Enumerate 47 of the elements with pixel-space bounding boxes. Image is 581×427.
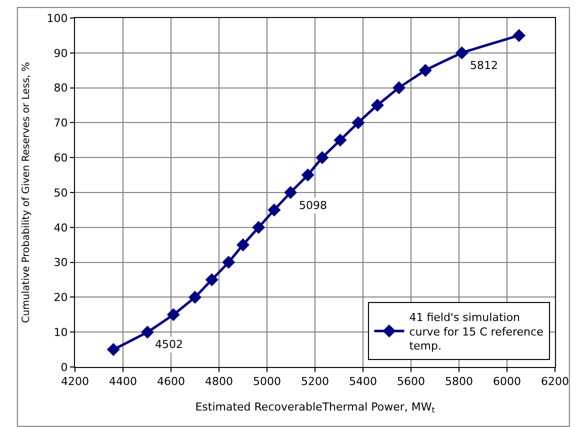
x-tick-label: 5800 xyxy=(445,375,473,388)
x-tick-label: 6200 xyxy=(541,375,569,388)
point xyxy=(418,64,432,77)
y-tick-label: 90 xyxy=(54,46,68,60)
y-tick-label: 40 xyxy=(54,221,68,234)
point xyxy=(205,273,218,286)
annotation: 5098 xyxy=(299,199,327,212)
y-tick-label: 60 xyxy=(54,151,68,164)
point xyxy=(352,116,365,130)
point xyxy=(316,151,329,164)
point xyxy=(392,81,406,94)
point xyxy=(301,168,314,182)
x-axis-title: Estimated RecoverableThermal Power, MW$_{t}$ xyxy=(195,400,435,415)
point xyxy=(284,186,298,199)
point xyxy=(370,98,384,112)
x-tick-label: 5000 xyxy=(253,375,281,388)
point xyxy=(140,326,154,339)
point xyxy=(268,203,281,216)
y-tick-label: 10 xyxy=(54,326,68,339)
point xyxy=(455,46,468,60)
y-tick-label: 70 xyxy=(54,116,68,130)
annotation: 4502 xyxy=(155,338,183,351)
point xyxy=(106,343,120,356)
point xyxy=(512,28,526,42)
y-tick-label: 100 xyxy=(46,12,68,25)
point xyxy=(334,134,347,147)
y-tick-label: 30 xyxy=(54,256,68,270)
y-axis-title: Cumulative Probability of Given Reserves or Less, % xyxy=(20,62,32,324)
x-tick-label: 6000 xyxy=(493,375,521,388)
point xyxy=(252,220,266,234)
point xyxy=(222,256,236,269)
point xyxy=(166,308,180,322)
x-tick-label: 4200 xyxy=(61,375,89,388)
x-tick-label: 5200 xyxy=(301,375,329,388)
x-tick-label: 4800 xyxy=(205,375,233,388)
y-tick-label: 0 xyxy=(60,360,68,374)
y-tick-label: 50 xyxy=(54,186,68,200)
x-tick-label: 5600 xyxy=(397,375,425,388)
point xyxy=(188,290,202,304)
y-tick-label: 80 xyxy=(54,82,68,95)
x-tick-label: 4400 xyxy=(109,375,137,388)
annotation: 5812 xyxy=(470,59,498,72)
y-tick-label: 20 xyxy=(54,291,68,304)
x-tick-label: 5400 xyxy=(349,375,377,388)
point xyxy=(236,238,250,252)
legend-label: 41 field's simulation curve for 15 C reference temp. xyxy=(409,310,544,353)
x-tick-label: 4600 xyxy=(157,375,185,388)
